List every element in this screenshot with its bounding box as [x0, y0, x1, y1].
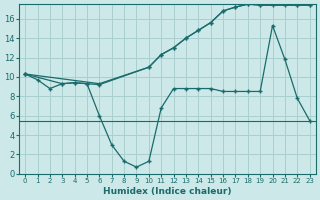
X-axis label: Humidex (Indice chaleur): Humidex (Indice chaleur) — [103, 187, 232, 196]
